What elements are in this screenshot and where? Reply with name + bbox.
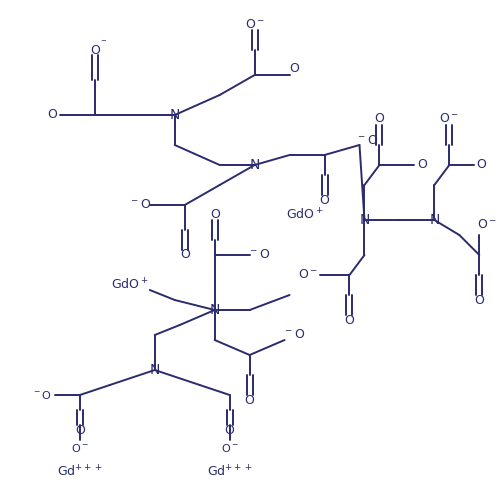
Text: O: O [75, 424, 85, 436]
Text: GdO$^+$: GdO$^+$ [286, 208, 324, 222]
Text: O: O [224, 424, 234, 436]
Text: O: O [244, 394, 254, 406]
Text: $^-$O: $^-$O [356, 134, 378, 146]
Text: Gd$^{+++}$: Gd$^{+++}$ [57, 464, 103, 479]
Text: $^-$O: $^-$O [128, 198, 151, 211]
Text: GdO$^+$: GdO$^+$ [111, 278, 148, 292]
Text: O: O [180, 248, 190, 262]
Text: N: N [360, 213, 370, 227]
Text: Gd$^{+++}$: Gd$^{+++}$ [206, 464, 252, 479]
Text: O: O [47, 108, 57, 122]
Text: O$^-$: O$^-$ [440, 112, 460, 124]
Text: $^-$O: $^-$O [284, 328, 306, 342]
Text: O: O [320, 194, 330, 206]
Text: N: N [170, 108, 180, 122]
Text: O: O [476, 158, 486, 172]
Text: O: O [474, 294, 484, 306]
Text: N: N [150, 363, 160, 377]
Text: O: O [210, 208, 220, 222]
Text: O$^-$: O$^-$ [220, 442, 238, 454]
Text: $^-$: $^-$ [98, 38, 107, 48]
Text: N: N [210, 303, 220, 317]
Text: $^-$O: $^-$O [32, 389, 52, 401]
Text: $^-$O: $^-$O [248, 248, 271, 262]
Text: O$^-$: O$^-$ [478, 218, 498, 232]
Text: O: O [344, 314, 354, 326]
Text: O: O [374, 112, 384, 124]
Text: O: O [290, 62, 300, 74]
Text: N: N [250, 158, 260, 172]
Text: N: N [429, 213, 440, 227]
Text: O: O [90, 44, 100, 57]
Text: O$^-$: O$^-$ [71, 442, 89, 454]
Text: O: O [418, 158, 428, 172]
Text: O$^-$: O$^-$ [298, 268, 318, 281]
Text: O$^-$: O$^-$ [244, 18, 264, 32]
